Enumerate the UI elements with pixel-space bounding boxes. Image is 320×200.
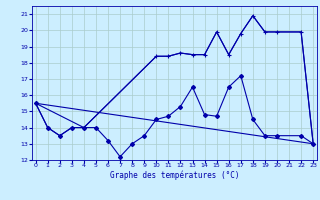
X-axis label: Graphe des températures (°C): Graphe des températures (°C) (110, 171, 239, 180)
